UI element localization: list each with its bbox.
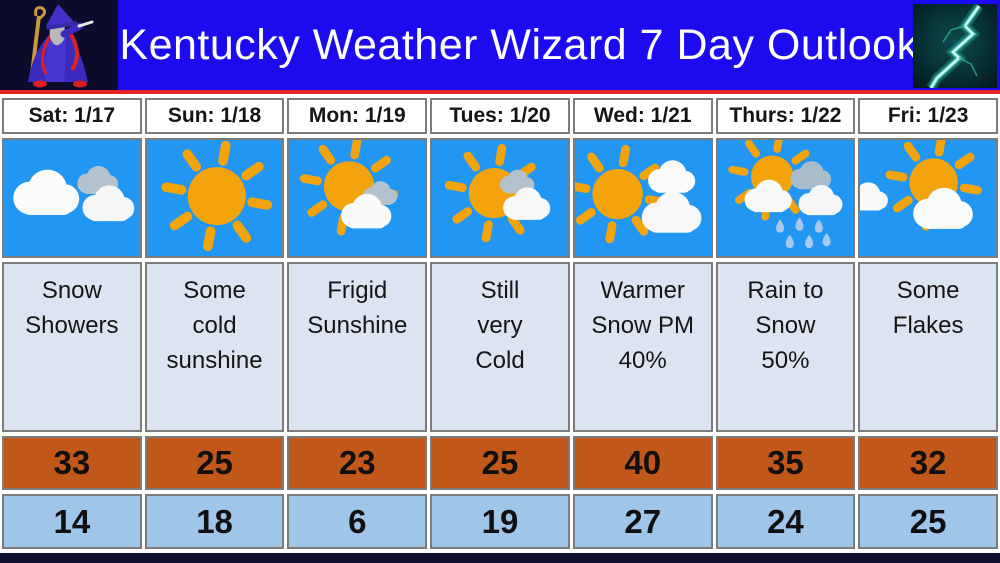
low-temp: 19 (430, 494, 570, 549)
footer-bar (0, 553, 1000, 563)
low-temp: 6 (287, 494, 428, 549)
day-column: Fri: 1/23 Some Flakes 32 25 (858, 98, 998, 549)
high-temp: 35 (715, 436, 856, 490)
weather-icon (858, 138, 998, 258)
day-column: Tues: 1/20 Still very Cold 25 19 (430, 98, 570, 549)
day-header: Fri: 1/23 (858, 98, 998, 134)
high-temp: 33 (2, 436, 142, 490)
banner: Kentucky Weather Wizard 7 Day Outlook (118, 0, 1000, 90)
day-header: Wed: 1/21 (572, 98, 713, 134)
forecast-description: Snow Showers (2, 262, 142, 432)
forecast-table: Sat: 1/17 Snow Showers 33 14 Sun: 1/18 S… (0, 94, 1000, 553)
low-temp: 14 (2, 494, 142, 549)
day-column: Mon: 1/19 Frigid Sunshine 23 6 (287, 98, 428, 549)
low-temp: 18 (144, 494, 285, 549)
forecast-description: Some cold sunshine (144, 262, 285, 432)
day-header: Thurs: 1/22 (715, 98, 856, 134)
divider-line (0, 90, 1000, 94)
header-banner: Kentucky Weather Wizard 7 Day Outlook (0, 0, 1000, 91)
weather-icon (430, 138, 570, 258)
day-column: Sat: 1/17 Snow Showers 33 14 (2, 98, 142, 549)
low-temp: 25 (858, 494, 998, 549)
lightning-icon (913, 3, 997, 91)
low-temp: 27 (572, 494, 713, 549)
weather-icon (715, 138, 856, 258)
forecast-description: Frigid Sunshine (287, 262, 428, 432)
forecast-description: Warmer Snow PM 40% (572, 262, 713, 432)
weather-icon (572, 138, 713, 258)
day-header: Tues: 1/20 (430, 98, 570, 134)
high-temp: 40 (572, 436, 713, 490)
page-title: Kentucky Weather Wizard 7 Day Outlook (119, 20, 919, 69)
high-temp: 32 (858, 436, 998, 490)
day-column: Thurs: 1/22 Rain to Snow 50% 35 24 (715, 98, 856, 549)
day-header: Sat: 1/17 (2, 98, 142, 134)
day-header: Sun: 1/18 (144, 98, 285, 134)
day-column: Sun: 1/18 Some cold sunshine 25 18 (144, 98, 285, 549)
high-temp: 23 (287, 436, 428, 490)
weather-icon (287, 138, 428, 258)
wizard-icon (0, 0, 118, 90)
weather-icon (2, 138, 142, 258)
forecast-description: Some Flakes (858, 262, 998, 432)
forecast-description: Rain to Snow 50% (715, 262, 856, 432)
weather-icon (144, 138, 285, 258)
low-temp: 24 (715, 494, 856, 549)
high-temp: 25 (144, 436, 285, 490)
forecast-description: Still very Cold (430, 262, 570, 432)
day-column: Wed: 1/21 Warmer Snow PM 40% 40 27 (572, 98, 713, 549)
day-header: Mon: 1/19 (287, 98, 428, 134)
high-temp: 25 (430, 436, 570, 490)
